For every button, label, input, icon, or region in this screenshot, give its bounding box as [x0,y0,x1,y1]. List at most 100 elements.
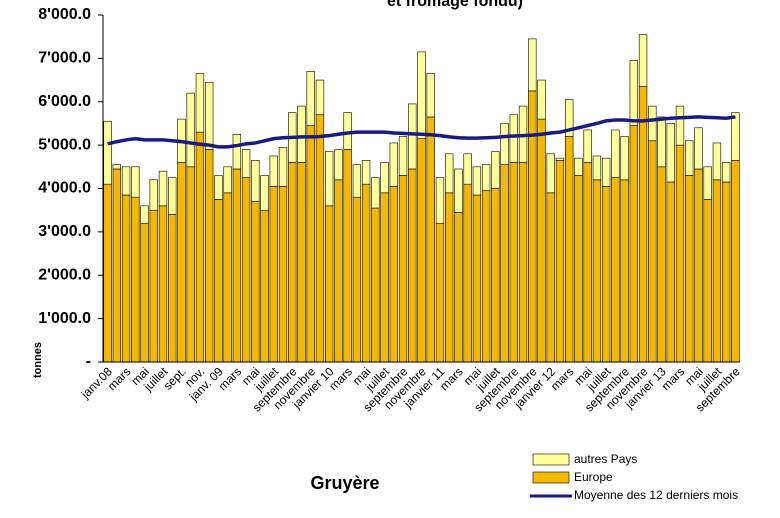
bar-segment [177,162,186,363]
bar-segment [241,149,251,178]
bar-segment [343,149,352,363]
bar-segment [528,90,537,363]
bar-segment [648,105,657,142]
bar-segment [546,153,555,194]
bar-segment [685,140,694,176]
bar-segment [509,162,518,363]
bar-segment [454,212,463,363]
bar-segment [297,105,306,163]
bar-segment [648,140,657,363]
bar-segment [555,157,565,161]
line [107,115,736,149]
bar-segment [565,99,574,137]
bar-segment [389,142,398,187]
bar-segment [463,153,472,185]
bar-segment [620,136,629,181]
bar-segment [685,175,694,363]
bar-segment [288,162,297,363]
bar-segment [361,183,371,363]
bar-segment [417,51,426,139]
bar-segment [703,199,712,363]
bar-segment [408,103,417,170]
bar-segment [537,79,546,120]
y-axis-label: tonnes [32,342,44,378]
bar-segment [112,168,122,363]
bar-segment [426,73,435,118]
bar-segment [278,186,288,363]
bar-segment [398,136,408,176]
chart-subtitle: Gruyère [310,473,379,493]
bar-segment [269,186,278,363]
bar-segment [103,120,112,185]
bar-segment [518,162,528,363]
bar-segment [204,81,214,150]
y-tick-label: 6'000.0 [38,93,91,110]
bar-segment [454,168,463,213]
bar-segment [491,188,500,363]
bar-segment [601,186,611,363]
bar-segment [731,112,740,161]
bar-segment [675,144,685,363]
bar-segment [638,34,648,87]
bar-segment [445,153,454,194]
y-tick-label: 3'000.0 [38,223,91,240]
bar-segment [140,205,149,224]
legend-swatch [532,453,570,466]
bar-segment [509,114,518,163]
bar-segment [158,170,168,207]
bar-segment [712,179,722,363]
legend-label: Moyenne des 12 derniers mois [574,488,738,502]
bar-segment [491,151,500,189]
bar-segment [666,181,675,363]
bar-segment [168,214,177,363]
bar-segment [168,177,177,215]
bar-segment [555,160,565,363]
legend-label: Europe [574,470,613,484]
y-tick-label: 8'000.0 [38,6,91,23]
legend-label: autres Pays [574,452,637,466]
bar-segment [260,209,269,363]
bar-segment [435,222,445,363]
bar-segment [131,166,140,198]
bar-segment [112,164,122,170]
bar-segment [260,175,269,211]
bar-segment [241,177,251,363]
bar-segment [121,166,131,196]
bar-segment [306,71,315,126]
bar-segment [417,138,426,363]
bar-segment [269,155,278,187]
chart-title: et fromage fondu) [387,0,523,10]
bar-segment [398,175,408,363]
bar-segment [721,181,731,363]
bar-segment [103,183,112,363]
bar-segment [592,179,602,363]
y-tick-label: 7'000.0 [38,50,91,67]
bar-segment [361,160,371,185]
bar-segment [380,192,389,363]
bar-segment [657,166,666,363]
bar-segment [694,168,703,363]
bar-segment [620,179,629,363]
bar-segment [223,192,232,363]
bar-segment [731,160,740,363]
legend-swatch [532,471,570,484]
bar-segment [325,205,334,363]
bar-segment [657,116,666,168]
bar-segment [472,166,482,196]
bar-segment [389,186,398,363]
bar-segment [371,177,380,209]
bar-segment [721,162,731,183]
y-tick-label: 4'000.0 [38,180,91,197]
bar-segment [158,205,168,363]
bar-segment [472,194,482,363]
bar-segment [325,151,334,207]
bar-segment [186,166,195,363]
bar-segment [592,155,602,181]
bar-segment [214,175,223,200]
bar-segment [565,136,574,363]
bar-segment [131,196,140,363]
bar-segment [601,157,611,187]
bar-segment [251,201,260,363]
bar-segment [537,118,546,363]
